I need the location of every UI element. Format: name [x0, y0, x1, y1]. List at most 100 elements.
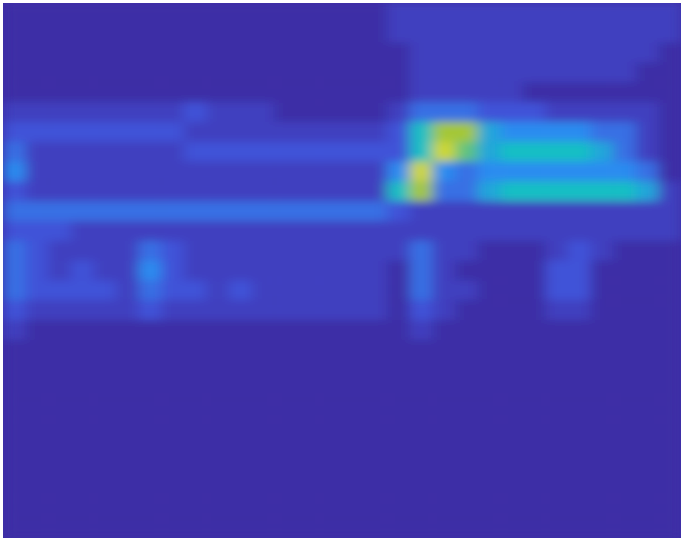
heatmap-cell: [93, 439, 116, 459]
heatmap-cell: [432, 439, 455, 459]
heatmap-cell: [252, 459, 275, 479]
heatmap-cell: [161, 62, 184, 82]
heatmap-cell: [116, 379, 139, 399]
heatmap-cell: [26, 43, 49, 63]
heatmap-cell: [478, 181, 501, 201]
heatmap-cell: [116, 479, 139, 499]
heatmap-cell: [71, 122, 94, 142]
heatmap-cell: [229, 201, 252, 221]
heatmap-cell: [93, 280, 116, 300]
heatmap-cell: [26, 261, 49, 281]
heatmap-cell: [523, 360, 546, 380]
heatmap-cell: [523, 419, 546, 439]
heatmap-cell: [478, 62, 501, 82]
heatmap-cell: [387, 102, 410, 122]
heatmap-cell: [523, 399, 546, 419]
heatmap-cell: [206, 142, 229, 162]
heatmap-cell: [613, 439, 636, 459]
heatmap-cell: [523, 340, 546, 360]
heatmap-cell: [500, 320, 523, 340]
heatmap-cell: [71, 479, 94, 499]
heatmap-cell: [93, 399, 116, 419]
heatmap-cell: [274, 261, 297, 281]
heatmap-cell: [3, 419, 26, 439]
heatmap-cell: [658, 23, 681, 43]
heatmap-cell: [658, 162, 681, 182]
heatmap-cell: [319, 261, 342, 281]
heatmap-cell: [184, 241, 207, 261]
heatmap-cell: [545, 241, 568, 261]
heatmap-cell: [252, 241, 275, 261]
heatmap-cell: [455, 439, 478, 459]
heatmap-cell: [591, 181, 614, 201]
heatmap-cell: [274, 280, 297, 300]
heatmap-cell: [342, 360, 365, 380]
heatmap-cell: [410, 320, 433, 340]
heatmap-cell: [455, 459, 478, 479]
heatmap-cell: [658, 201, 681, 221]
heatmap-cell: [342, 181, 365, 201]
heatmap-cell: [568, 23, 591, 43]
heatmap-cell: [613, 241, 636, 261]
heatmap-cell: [523, 162, 546, 182]
heatmap-cell: [342, 3, 365, 23]
heatmap-cell: [3, 241, 26, 261]
heatmap-cell: [342, 142, 365, 162]
heatmap-cell: [568, 300, 591, 320]
heatmap-cell: [229, 241, 252, 261]
heatmap-cell: [3, 62, 26, 82]
heatmap-cell: [545, 23, 568, 43]
heatmap-cell: [206, 459, 229, 479]
heatmap-cell: [48, 360, 71, 380]
heatmap-cell: [252, 439, 275, 459]
heatmap-cell: [26, 142, 49, 162]
heatmap-cell: [252, 479, 275, 499]
heatmap-cell: [297, 518, 320, 538]
heatmap-cell: [297, 162, 320, 182]
heatmap-cell: [658, 360, 681, 380]
heatmap-cell: [568, 102, 591, 122]
heatmap-cell: [365, 360, 388, 380]
heatmap-cell: [478, 82, 501, 102]
heatmap-cell: [636, 201, 659, 221]
heatmap-cell: [161, 162, 184, 182]
heatmap-cell: [71, 181, 94, 201]
heatmap-cell: [455, 419, 478, 439]
heatmap-cell: [613, 82, 636, 102]
heatmap-cell: [274, 518, 297, 538]
heatmap-cell: [432, 419, 455, 439]
heatmap-cell: [478, 241, 501, 261]
heatmap-cell: [48, 241, 71, 261]
heatmap-cell: [206, 261, 229, 281]
heatmap-cell: [500, 62, 523, 82]
heatmap-cell: [93, 122, 116, 142]
heatmap-cell: [206, 23, 229, 43]
heatmap-cell: [93, 62, 116, 82]
plot-area: [3, 3, 682, 539]
heatmap-cell: [229, 498, 252, 518]
heatmap-cell: [184, 340, 207, 360]
heatmap-cell: [636, 399, 659, 419]
heatmap-cell: [71, 300, 94, 320]
heatmap-cell: [139, 162, 162, 182]
heatmap-cell: [410, 62, 433, 82]
heatmap-cell: [568, 43, 591, 63]
heatmap-cell: [297, 241, 320, 261]
heatmap-cell: [252, 82, 275, 102]
heatmap-cell: [274, 360, 297, 380]
heatmap-cell: [319, 162, 342, 182]
heatmap-cell: [387, 459, 410, 479]
heatmap-cell: [478, 23, 501, 43]
heatmap-cell: [478, 518, 501, 538]
heatmap-cell: [161, 102, 184, 122]
heatmap-cell: [161, 142, 184, 162]
heatmap-cell: [410, 82, 433, 102]
heatmap-cell: [161, 181, 184, 201]
heatmap-cell: [71, 360, 94, 380]
heatmap-cell: [387, 479, 410, 499]
heatmap-cell: [432, 201, 455, 221]
heatmap-cell: [297, 142, 320, 162]
heatmap-cell: [139, 3, 162, 23]
heatmap-cell: [455, 320, 478, 340]
heatmap-cell: [658, 241, 681, 261]
